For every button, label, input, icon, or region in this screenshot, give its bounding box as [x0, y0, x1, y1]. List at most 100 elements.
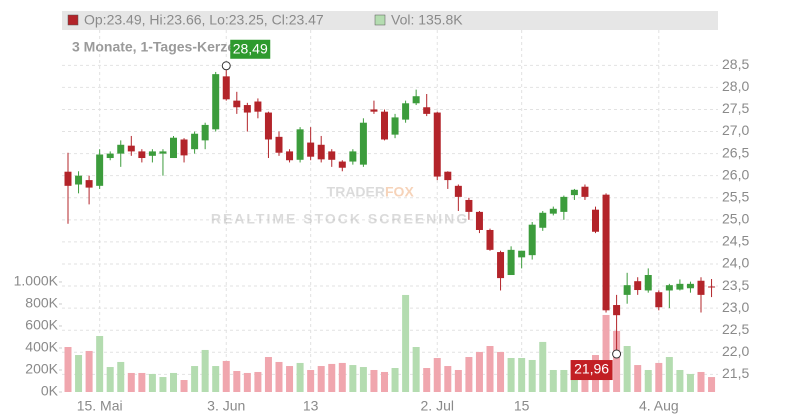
y-tick-label: 26,0 [722, 166, 749, 182]
candle-body [106, 153, 114, 159]
min-marker [612, 349, 622, 359]
legend-ohlc-swatch [67, 14, 79, 26]
volume-bar [75, 355, 83, 392]
x-tick-label: 15 [514, 398, 530, 414]
x-tick-label: 2. Jul [421, 398, 454, 414]
volume-bar [349, 365, 357, 392]
volume-bar [391, 368, 399, 392]
y2-tick-label: 200K [25, 361, 58, 377]
candle-body [486, 229, 494, 250]
volume-bar [465, 357, 473, 392]
candle-body [338, 161, 346, 168]
legend-volume-swatch [374, 14, 386, 26]
candle-body [148, 151, 156, 156]
candle-body [191, 133, 199, 150]
volume-bar [686, 373, 694, 392]
volume-bar [170, 372, 177, 392]
watermark-tagline: REALTIME STOCK SCREENING [211, 211, 469, 227]
candle-body [328, 151, 336, 160]
candle-body [307, 142, 315, 157]
volume-bar [191, 366, 199, 392]
volume-bar [317, 366, 325, 392]
volume-bar [64, 346, 72, 392]
volume-bar [602, 314, 610, 392]
candle-body [497, 252, 505, 279]
x-tick-label: 4. Aug [639, 398, 679, 414]
y-tick-label: 22,5 [722, 321, 749, 337]
volume-bar [233, 370, 241, 392]
candle-body [697, 280, 705, 295]
y-tick-label: 26,5 [722, 144, 749, 160]
legend-volume: Vol: 135.8K [391, 12, 463, 28]
candle-body [507, 249, 515, 276]
candle-body [117, 144, 125, 154]
volume-bar [644, 369, 652, 392]
candle-body [592, 209, 599, 232]
candle-body [170, 137, 177, 159]
volume-bar [159, 377, 167, 392]
candle-body [127, 145, 135, 152]
x-tick-label: 15. Mai [77, 398, 123, 414]
y-tick-label: 27,5 [722, 100, 749, 116]
candle-body [317, 144, 325, 160]
candle-body [570, 189, 578, 196]
volume-bar [454, 369, 462, 392]
y-tick-label: 24,0 [722, 255, 749, 271]
volume-bar [254, 371, 262, 392]
candle-body [444, 171, 452, 181]
volume-bar [433, 358, 441, 392]
candle-body [180, 139, 188, 156]
y-tick-label: 23,0 [722, 299, 749, 315]
candle-body [528, 224, 536, 256]
volume-bar [655, 362, 663, 392]
candle-body [391, 117, 399, 135]
candle-body [454, 185, 462, 197]
x-tick-label: 3. Jun [207, 398, 245, 414]
y2-tick-label: 800K [25, 295, 58, 311]
y2-tick-label: 400K [25, 339, 58, 355]
candle-body [655, 292, 663, 308]
candle-body [708, 286, 716, 288]
candle-body [233, 100, 241, 108]
volume-bar [85, 350, 93, 392]
volume-bar [613, 330, 621, 392]
candle-body [212, 74, 220, 130]
candle-body [75, 175, 83, 185]
candle-body [264, 112, 272, 140]
y-tick-label: 25,0 [722, 211, 749, 227]
max-label: 28,49 [233, 40, 268, 56]
y-tick-label: 25,5 [722, 188, 749, 204]
min-label-box [570, 360, 613, 381]
candle-body [243, 105, 251, 113]
y-tick-label: 24,5 [722, 233, 749, 249]
volume-bar [402, 294, 410, 392]
volume-bar [127, 372, 135, 392]
volume-bar [708, 377, 716, 392]
candle-body [581, 186, 589, 197]
volume-bar [528, 359, 536, 392]
volume-bar [307, 369, 315, 392]
candle-body [602, 194, 610, 311]
volume-bar [201, 349, 209, 392]
candle-body [613, 305, 621, 316]
volume-bar [370, 369, 378, 392]
volume-bar [117, 361, 125, 392]
volume-bar [623, 346, 631, 392]
volume-bar [286, 366, 294, 392]
volume-bar [497, 351, 505, 392]
y-tick-label: 27,0 [722, 122, 749, 138]
candle-body [623, 285, 631, 295]
watermark: TRADER FOX REALTIME STOCK SCREENING [211, 184, 469, 227]
candle-body [138, 151, 146, 159]
volume-bar [296, 362, 304, 392]
candle-body [665, 285, 673, 291]
watermark-brand: TRADER [327, 184, 385, 200]
volume-bar [549, 369, 557, 392]
volume-bar [507, 358, 515, 392]
volume-bar [475, 351, 483, 392]
y-tick-label: 28,0 [722, 78, 749, 94]
volume-bar [180, 380, 188, 392]
volume-bar [676, 369, 684, 392]
candle-body [475, 211, 483, 230]
